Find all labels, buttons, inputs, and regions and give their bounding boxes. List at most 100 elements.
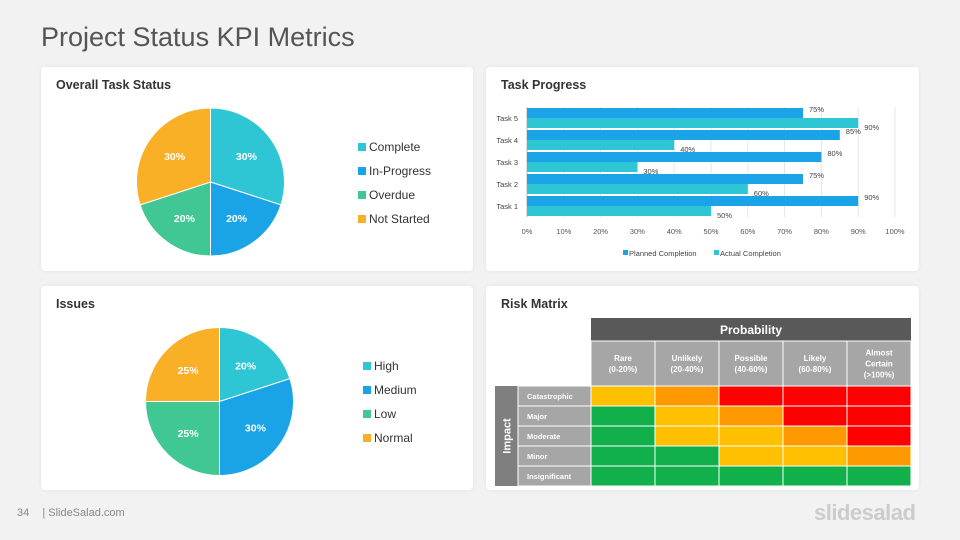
page-number: 34 bbox=[17, 507, 30, 519]
legend-item-overdue: Overdue bbox=[358, 183, 431, 207]
risk-cell-orange bbox=[782, 425, 848, 447]
overall-task-status-legend: Complete In-Progress Overdue Not Started bbox=[358, 135, 431, 231]
legend-label: Planned Completion bbox=[629, 249, 697, 258]
y-category-label: Task 5 bbox=[496, 114, 518, 123]
bar-actual-completion bbox=[527, 140, 675, 150]
legend-swatch bbox=[358, 191, 366, 199]
risk-cell-yellow bbox=[718, 445, 784, 467]
risk-cell-green bbox=[654, 465, 720, 487]
risk-cell-yellow bbox=[782, 445, 848, 467]
bar-planned-completion bbox=[527, 108, 803, 118]
risk-cell-green bbox=[846, 465, 912, 487]
legend-item-not-started: Not Started bbox=[358, 207, 431, 231]
risk-cell-green bbox=[590, 425, 656, 447]
y-category-label: Task 2 bbox=[496, 180, 518, 189]
pie-slice-high bbox=[219, 326, 291, 403]
risk-cell-yellow bbox=[654, 425, 720, 447]
probability-column-header bbox=[782, 340, 848, 387]
task-progress-title: Task Progress bbox=[501, 78, 587, 92]
risk-cell-red bbox=[846, 425, 912, 447]
legend-item-normal: Normal bbox=[363, 426, 417, 450]
pie-data-label: 20% bbox=[235, 361, 257, 373]
pie-slice-medium bbox=[219, 378, 294, 477]
legend-label: In-Progress bbox=[369, 164, 432, 178]
legend-item-medium: Medium bbox=[363, 378, 417, 402]
x-tick-label: 30% bbox=[630, 227, 645, 236]
legend-swatch bbox=[358, 167, 366, 175]
legend-swatch bbox=[363, 362, 371, 370]
x-tick-label: 50% bbox=[703, 227, 718, 236]
risk-cell-yellow bbox=[718, 425, 784, 447]
risk-cell-green bbox=[590, 465, 656, 487]
impact-row-label: Major bbox=[527, 412, 547, 421]
bar-data-label: 90% bbox=[864, 123, 879, 132]
risk-cell-red bbox=[782, 385, 848, 407]
bar-actual-completion bbox=[527, 118, 859, 128]
pie-slice-complete bbox=[210, 107, 285, 206]
probability-column-label: Unlikely (20-40%) bbox=[671, 354, 704, 374]
bar-data-label: 60% bbox=[754, 189, 769, 198]
x-tick-label: 60% bbox=[740, 227, 755, 236]
pie-slice-overdue bbox=[139, 181, 211, 257]
risk-cell-green bbox=[718, 465, 784, 487]
bar-data-label: 80% bbox=[827, 149, 842, 158]
impact-row-label: Minor bbox=[527, 452, 547, 461]
risk-matrix-card: Risk Matrix Probability Rare (0-20%) Unlike… bbox=[486, 286, 919, 490]
bar-data-label: 90% bbox=[864, 193, 879, 202]
y-category-label: Task 1 bbox=[496, 202, 518, 211]
legend-swatch bbox=[363, 434, 371, 442]
probability-header bbox=[591, 318, 911, 341]
legend-swatch bbox=[623, 250, 628, 255]
y-category-label: Task 3 bbox=[496, 158, 518, 167]
bar-data-label: 40% bbox=[680, 145, 695, 154]
impact-row-label: Catastrophic bbox=[527, 392, 573, 401]
probability-column-label: Likely (60-80%) bbox=[799, 354, 832, 374]
probability-column-label: Rare (0-20%) bbox=[609, 354, 638, 374]
task-progress-card: Task Progress 0% 10% 20% 30% 40% 50% 60% 70% 80%… bbox=[486, 67, 919, 271]
risk-matrix-title: Risk Matrix bbox=[501, 297, 568, 311]
legend-label: High bbox=[374, 359, 399, 373]
overall-task-status-title: Overall Task Status bbox=[56, 78, 172, 92]
legend-label: Actual Completion bbox=[720, 249, 781, 258]
footer-site: | SlideSalad.com bbox=[42, 507, 125, 519]
pie-data-label: 20% bbox=[174, 213, 196, 225]
x-tick-label: 100% bbox=[885, 227, 905, 236]
brand-logo: slidesalad bbox=[814, 500, 916, 525]
pie-data-label: 20% bbox=[226, 213, 248, 225]
pie-slice-not-started bbox=[136, 107, 211, 206]
risk-cell-green bbox=[590, 405, 656, 427]
issues-pie: 20% 30% 25% 25% bbox=[144, 326, 294, 477]
issues-card: Issues 20% 30% 25% 25% High Medium Low Norm… bbox=[41, 286, 473, 490]
pie-slice-low bbox=[144, 401, 220, 477]
task-progress-bar-chart: 0% 10% 20% 30% 40% 50% 60% 70% 80% 90% 100% Task 1 9… bbox=[496, 105, 905, 258]
x-tick-label: 40% bbox=[667, 227, 682, 236]
impact-row-label: Moderate bbox=[527, 432, 560, 441]
x-tick-label: 0% bbox=[522, 227, 533, 236]
risk-cell-red bbox=[718, 385, 784, 407]
bar-data-label: 30% bbox=[643, 167, 658, 176]
risk-cell-yellow bbox=[590, 385, 656, 407]
issues-title: Issues bbox=[56, 297, 95, 311]
legend-swatch bbox=[358, 215, 366, 223]
bar-planned-completion bbox=[527, 196, 859, 206]
legend-item-low: Low bbox=[363, 402, 417, 426]
risk-matrix-table: Probability Rare (0-20%) Unlikely (20-40%) Po… bbox=[495, 318, 912, 487]
x-tick-label: 20% bbox=[593, 227, 608, 236]
legend-swatch bbox=[714, 250, 719, 255]
bar-data-label: 75% bbox=[809, 105, 824, 114]
risk-cell-green bbox=[654, 445, 720, 467]
x-tick-label: 10% bbox=[556, 227, 571, 236]
legend-label: Complete bbox=[369, 140, 421, 154]
x-tick-label: 90% bbox=[851, 227, 866, 236]
x-tick-label: 70% bbox=[777, 227, 792, 236]
legend-label: Not Started bbox=[369, 212, 430, 226]
risk-cell-orange bbox=[846, 445, 912, 467]
risk-cell-red bbox=[846, 385, 912, 407]
pie-slice-normal bbox=[144, 326, 220, 402]
pie-data-label: 30% bbox=[164, 151, 186, 163]
impact-row-label: Insignificant bbox=[527, 472, 572, 481]
pie-data-label: 30% bbox=[245, 423, 267, 435]
legend-label: Overdue bbox=[369, 188, 416, 202]
legend-item-in-progress: In-Progress bbox=[358, 159, 431, 183]
impact-label: Impact bbox=[502, 418, 514, 454]
